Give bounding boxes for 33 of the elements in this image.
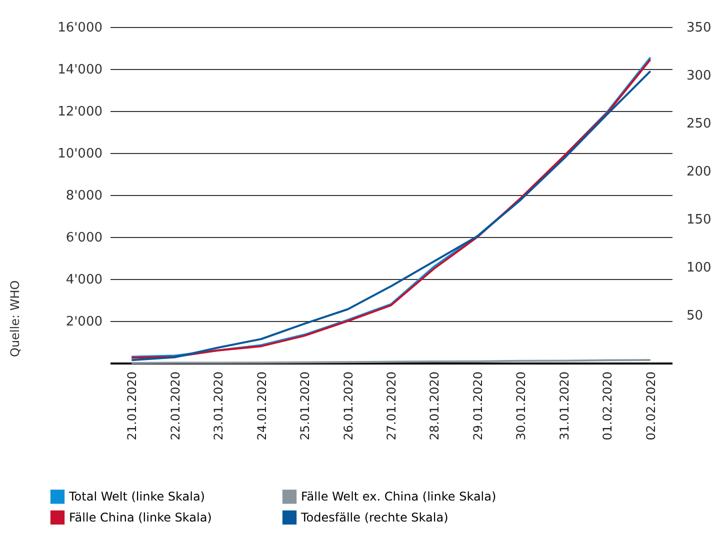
y2-tick-label: 150 [686, 212, 712, 228]
legend-label: Fälle Welt ex. China (linke Skala) [301, 490, 496, 504]
x-tick-label: 26.01.2020 [341, 372, 356, 440]
y-tick-label: 12'000 [58, 104, 102, 120]
x-tick-label: 29.01.2020 [470, 372, 485, 440]
legend-label: Todesfälle (rechte Skala) [300, 510, 448, 524]
source-note: Quelle: WHO [8, 280, 22, 357]
x-tick-label: 21.01.2020 [125, 372, 140, 440]
y-tick-label: 14'000 [58, 62, 102, 78]
y-tick-label: 8'000 [66, 188, 102, 204]
y2-tick-label: 200 [686, 164, 712, 180]
x-tick-label: 01.02.2020 [600, 372, 615, 440]
x-tick-label: 30.01.2020 [514, 372, 528, 440]
x-tick-label: 25.01.2020 [298, 372, 312, 440]
y-tick-label: 4'000 [66, 272, 102, 288]
x-tick-label: 27.01.2020 [384, 372, 398, 440]
x-tick-label: 28.01.2020 [428, 372, 442, 440]
x-tick-label: 22.01.2020 [168, 372, 182, 440]
legend-label: Fälle China (linke Skala) [69, 510, 212, 524]
x-tick-label: 23.01.2020 [212, 372, 226, 440]
y-tick-label: 6'000 [66, 230, 102, 246]
y2-tick-label: 350 [686, 20, 712, 36]
y-tick-label: 2'000 [66, 314, 102, 330]
legend-label: Total Welt (linke Skala) [68, 490, 205, 504]
y-tick-label: 10'000 [58, 146, 102, 162]
y-tick-label: 16'000 [58, 20, 102, 36]
y2-tick-label: 50 [686, 308, 704, 324]
y2-tick-label: 250 [686, 116, 712, 132]
x-tick-label: 31.01.2020 [557, 372, 572, 440]
y2-tick-label: 100 [686, 260, 712, 276]
x-tick-label: 24.01.2020 [254, 372, 269, 440]
y2-tick-label: 300 [686, 68, 712, 84]
x-tick-label: 02.02.2020 [644, 372, 658, 440]
